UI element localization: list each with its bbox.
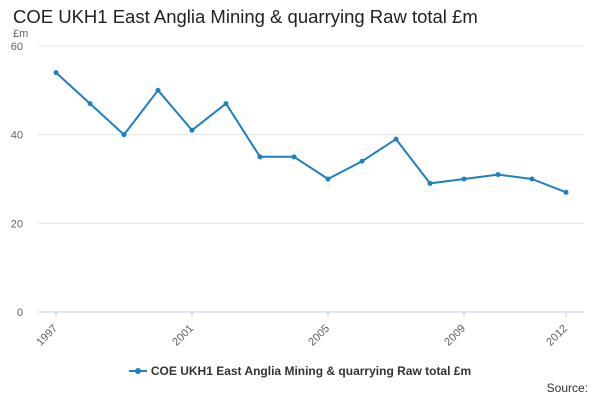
chart-title: COE UKH1 East Anglia Mining & quarrying … — [13, 6, 478, 27]
data-point — [461, 176, 467, 182]
data-point — [189, 127, 195, 133]
data-point — [223, 101, 229, 107]
y-tick-label: 0 — [17, 307, 23, 319]
legend[interactable]: COE UKH1 East Anglia Mining & quarrying … — [0, 364, 600, 378]
series-line — [55, 71, 567, 194]
x-tick-label: 2009 — [442, 323, 468, 349]
x-tick-label: 2001 — [170, 323, 196, 349]
data-point — [393, 136, 399, 142]
data-point — [495, 172, 501, 178]
data-point — [121, 132, 127, 138]
y-tick-label: 60 — [11, 41, 23, 53]
legend-marker — [128, 366, 147, 376]
y-axis-label: £m — [13, 28, 28, 40]
data-point — [427, 180, 433, 186]
data-point — [529, 176, 535, 182]
y-tick-label: 20 — [11, 218, 23, 230]
data-point — [563, 189, 569, 195]
x-tick-label: 2012 — [544, 323, 570, 349]
data-point — [359, 158, 365, 164]
y-tick-label: 40 — [11, 130, 23, 142]
x-tick-label: 2005 — [306, 323, 332, 349]
source-label[interactable]: Source: — [546, 381, 588, 395]
x-tick-label: 1997 — [34, 323, 60, 349]
data-point — [53, 70, 59, 76]
data-point — [291, 154, 297, 160]
data-point — [257, 154, 263, 160]
legend-label: COE UKH1 East Anglia Mining & quarrying … — [150, 364, 472, 378]
data-point — [325, 176, 331, 182]
data-point — [155, 87, 161, 93]
data-point — [87, 101, 93, 107]
